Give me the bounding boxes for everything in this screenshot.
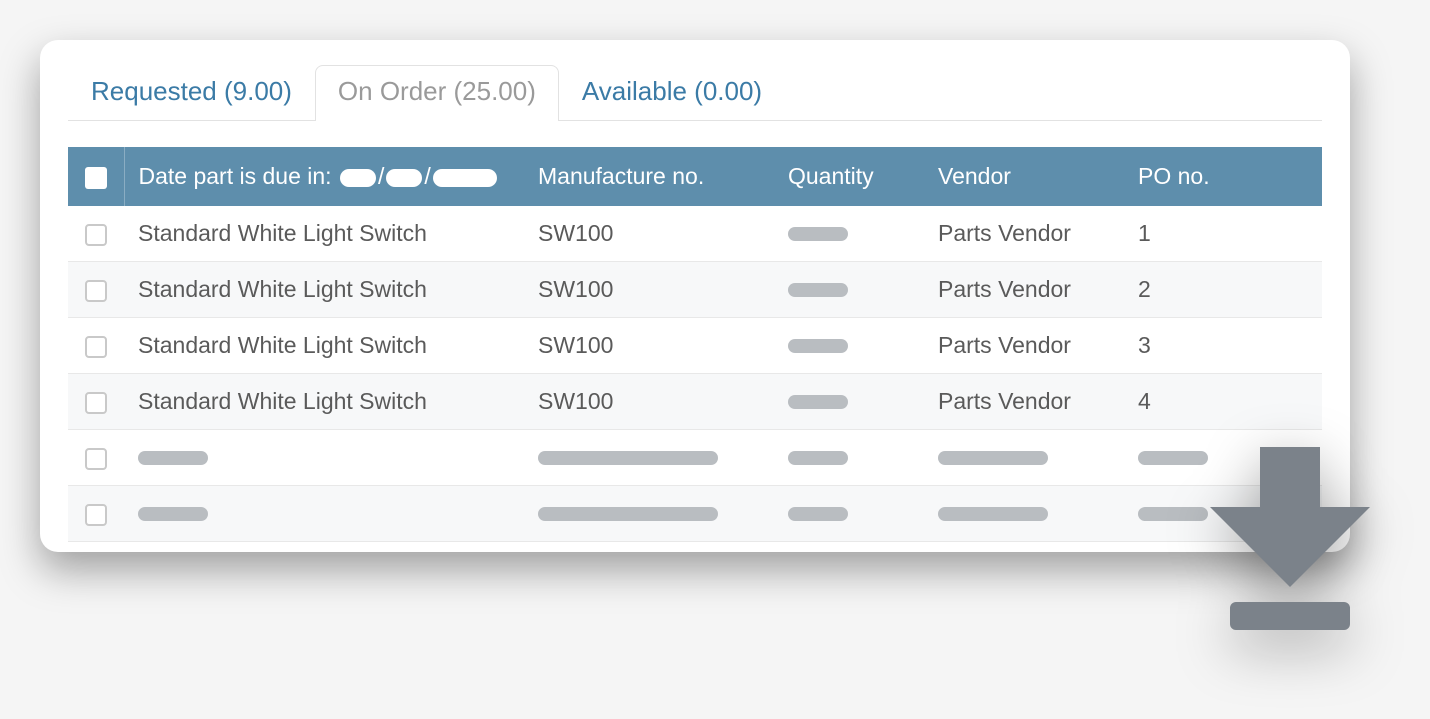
- skeleton-qty: [788, 227, 848, 241]
- table-row: Standard White Light SwitchSW100 Parts Ve…: [68, 374, 1322, 430]
- skeleton-mfg: [538, 507, 718, 521]
- skeleton-date: [138, 507, 208, 521]
- cell-mfg: [524, 430, 774, 486]
- date-sep-2: /: [424, 163, 430, 189]
- tab-on-order[interactable]: On Order (25.00): [315, 65, 559, 121]
- cell-date: Standard White Light Switch: [124, 262, 524, 318]
- tab-bar: Requested (9.00) On Order (25.00) Availa…: [68, 64, 1322, 121]
- row-checkbox[interactable]: [85, 448, 107, 470]
- header-vendor: Vendor: [924, 147, 1124, 206]
- cell-po: 4: [1124, 374, 1322, 430]
- row-checkbox[interactable]: [85, 504, 107, 526]
- date-sep-1: /: [378, 163, 384, 189]
- orders-table: Date part is due in: // Manufacture no. …: [68, 147, 1322, 542]
- row-checkbox-cell: [68, 206, 124, 262]
- download-icon[interactable]: [1190, 437, 1390, 642]
- skeleton-qty: [788, 339, 848, 353]
- cell-qty: [774, 262, 924, 318]
- row-checkbox[interactable]: [85, 392, 107, 414]
- header-checkbox-cell: [68, 147, 124, 206]
- cell-date: Standard White Light Switch: [124, 318, 524, 374]
- cell-qty: [774, 430, 924, 486]
- cell-qty: [774, 206, 924, 262]
- cell-date: [124, 486, 524, 542]
- table-header-row: Date part is due in: // Manufacture no. …: [68, 147, 1322, 206]
- cell-mfg: SW100: [524, 318, 774, 374]
- table-row: Standard White Light SwitchSW100 Parts Ve…: [68, 262, 1322, 318]
- cell-date: Standard White Light Switch: [124, 374, 524, 430]
- cell-mfg: SW100: [524, 374, 774, 430]
- tab-requested[interactable]: Requested (9.00): [68, 65, 315, 121]
- skeleton-date: [138, 451, 208, 465]
- row-checkbox[interactable]: [85, 224, 107, 246]
- date-mask-1: [340, 169, 376, 187]
- row-checkbox-cell: [68, 318, 124, 374]
- cell-vendor: Parts Vendor: [924, 318, 1124, 374]
- select-all-checkbox[interactable]: [85, 167, 107, 189]
- row-checkbox-cell: [68, 486, 124, 542]
- orders-table-wrap: Date part is due in: // Manufacture no. …: [68, 147, 1322, 542]
- cell-qty: [774, 374, 924, 430]
- cell-vendor: Parts Vendor: [924, 262, 1124, 318]
- cell-vendor: [924, 486, 1124, 542]
- date-mask-3: [433, 169, 497, 187]
- cell-vendor: Parts Vendor: [924, 374, 1124, 430]
- table-row: [68, 430, 1322, 486]
- orders-panel: Requested (9.00) On Order (25.00) Availa…: [40, 40, 1350, 552]
- table-row: [68, 486, 1322, 542]
- row-checkbox-cell: [68, 430, 124, 486]
- skeleton-qty: [788, 395, 848, 409]
- header-mfg: Manufacture no.: [524, 147, 774, 206]
- skeleton-vendor: [938, 507, 1048, 521]
- skeleton-qty: [788, 507, 848, 521]
- cell-qty: [774, 318, 924, 374]
- tab-available[interactable]: Available (0.00): [559, 65, 785, 121]
- cell-po: 2: [1124, 262, 1322, 318]
- row-checkbox[interactable]: [85, 280, 107, 302]
- skeleton-vendor: [938, 451, 1048, 465]
- cell-mfg: [524, 486, 774, 542]
- skeleton-qty: [788, 451, 848, 465]
- skeleton-mfg: [538, 451, 718, 465]
- cell-vendor: [924, 430, 1124, 486]
- header-qty: Quantity: [774, 147, 924, 206]
- cell-po: 3: [1124, 318, 1322, 374]
- cell-date: Standard White Light Switch: [124, 206, 524, 262]
- cell-qty: [774, 486, 924, 542]
- cell-date: [124, 430, 524, 486]
- table-row: Standard White Light SwitchSW100 Parts Ve…: [68, 318, 1322, 374]
- cell-mfg: SW100: [524, 262, 774, 318]
- header-date: Date part is due in: / /: [124, 147, 524, 206]
- header-po: PO no.: [1124, 147, 1322, 206]
- table-row: Standard White Light SwitchSW100 Parts Ve…: [68, 206, 1322, 262]
- row-checkbox[interactable]: [85, 336, 107, 358]
- cell-vendor: Parts Vendor: [924, 206, 1124, 262]
- row-checkbox-cell: [68, 262, 124, 318]
- header-date-label: Date part is due in:: [139, 163, 338, 189]
- cell-po: 1: [1124, 206, 1322, 262]
- row-checkbox-cell: [68, 374, 124, 430]
- cell-mfg: SW100: [524, 206, 774, 262]
- table-body: Standard White Light SwitchSW100Parts Ve…: [68, 206, 1322, 542]
- skeleton-qty: [788, 283, 848, 297]
- date-mask-2: [386, 169, 422, 187]
